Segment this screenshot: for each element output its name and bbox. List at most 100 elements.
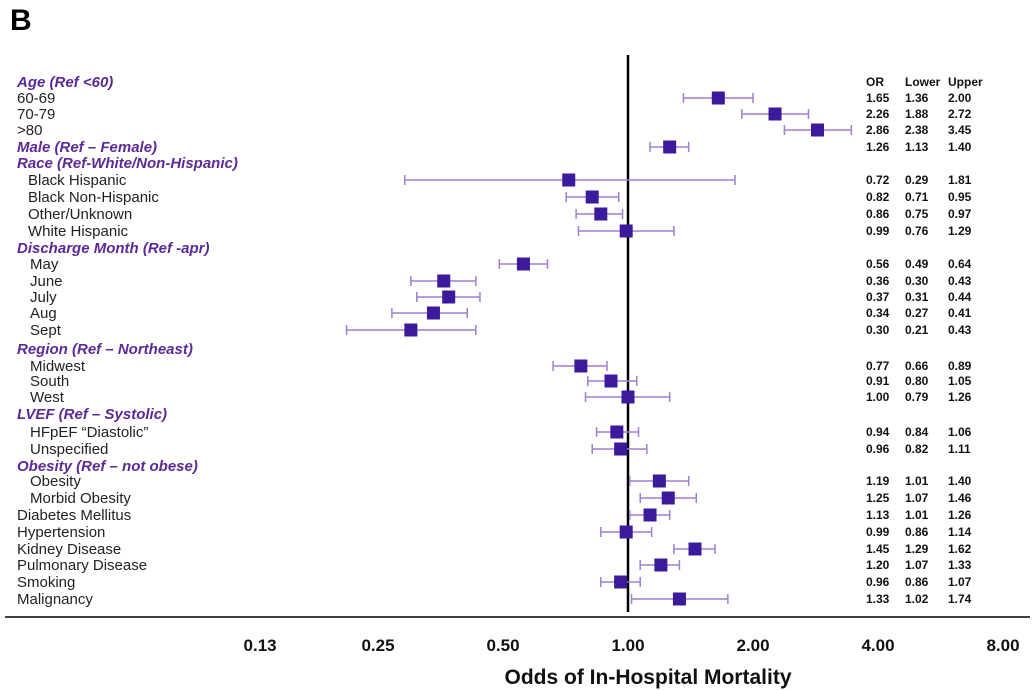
upper-ci-value: 1.07 bbox=[948, 575, 972, 589]
row-label: May bbox=[30, 256, 59, 273]
or-value: 2.86 bbox=[866, 123, 890, 137]
or-value: 0.86 bbox=[866, 207, 890, 221]
upper-ci-value: 0.43 bbox=[948, 323, 972, 337]
upper-ci-value: 0.41 bbox=[948, 306, 972, 320]
or-marker bbox=[614, 442, 628, 456]
or-marker bbox=[614, 575, 628, 589]
lower-ci-value: 1.02 bbox=[905, 592, 929, 606]
row-label: South bbox=[30, 373, 69, 390]
stat-header-lower: Lower bbox=[905, 75, 941, 89]
row-label: Other/Unknown bbox=[28, 206, 132, 223]
lower-ci-value: 2.38 bbox=[905, 123, 929, 137]
or-value: 0.36 bbox=[866, 274, 890, 288]
upper-ci-value: 2.00 bbox=[948, 91, 972, 105]
upper-ci-value: 1.40 bbox=[948, 474, 972, 488]
x-tick-label: 2.00 bbox=[736, 636, 769, 655]
row-label: Pulmonary Disease bbox=[17, 557, 147, 574]
row-label: Midwest bbox=[30, 358, 86, 375]
or-value: 1.33 bbox=[866, 592, 890, 606]
lower-ci-value: 1.01 bbox=[905, 474, 929, 488]
row-label: Obesity bbox=[30, 473, 81, 490]
or-value: 0.82 bbox=[866, 190, 890, 204]
row-label: HFpEF “Diastolic” bbox=[30, 424, 148, 441]
upper-ci-value: 3.45 bbox=[948, 123, 972, 137]
lower-ci-value: 1.88 bbox=[905, 107, 929, 121]
category-label: Race (Ref-White/Non-Hispanic) bbox=[17, 155, 238, 172]
or-marker bbox=[643, 508, 657, 522]
x-tick-label: 0.50 bbox=[486, 636, 519, 655]
row-label: Malignancy bbox=[17, 591, 93, 608]
upper-ci-value: 1.74 bbox=[948, 592, 972, 606]
lower-ci-value: 1.29 bbox=[905, 542, 929, 556]
or-marker bbox=[594, 207, 608, 221]
upper-ci-value: 1.26 bbox=[948, 508, 972, 522]
or-value: 0.99 bbox=[866, 224, 890, 238]
lower-ci-value: 1.07 bbox=[905, 491, 929, 505]
upper-ci-value: 1.05 bbox=[948, 374, 972, 388]
or-marker bbox=[688, 542, 702, 556]
row-label: >80 bbox=[17, 122, 42, 139]
or-value: 2.26 bbox=[866, 107, 890, 121]
or-value: 1.00 bbox=[866, 390, 890, 404]
upper-ci-value: 1.29 bbox=[948, 224, 972, 238]
or-value: 0.96 bbox=[866, 575, 890, 589]
or-value: 0.30 bbox=[866, 323, 890, 337]
upper-ci-value: 1.14 bbox=[948, 525, 972, 539]
row-label: Sept bbox=[30, 322, 62, 339]
stat-header-upper: Upper bbox=[948, 75, 983, 89]
upper-ci-value: 1.46 bbox=[948, 491, 972, 505]
or-value: 0.99 bbox=[866, 525, 890, 539]
upper-ci-value: 1.11 bbox=[948, 442, 971, 456]
or-value: 1.25 bbox=[866, 491, 890, 505]
category-label: LVEF (Ref – Systolic) bbox=[17, 406, 167, 423]
or-marker bbox=[404, 323, 418, 337]
row-label: Aug bbox=[30, 305, 57, 322]
upper-ci-value: 1.26 bbox=[948, 390, 972, 404]
upper-ci-value: 0.44 bbox=[948, 290, 972, 304]
lower-ci-value: 0.31 bbox=[905, 290, 929, 304]
lower-ci-value: 0.21 bbox=[905, 323, 929, 337]
category-label: Discharge Month (Ref -apr) bbox=[17, 240, 210, 257]
row-label: Kidney Disease bbox=[17, 541, 121, 558]
or-marker bbox=[442, 290, 456, 304]
or-marker bbox=[574, 359, 588, 373]
category-label: Obesity (Ref – not obese) bbox=[17, 458, 198, 475]
row-label: Smoking bbox=[17, 574, 75, 591]
or-marker bbox=[585, 190, 599, 204]
row-label: Diabetes Mellitus bbox=[17, 507, 131, 524]
lower-ci-value: 0.86 bbox=[905, 575, 929, 589]
lower-ci-value: 0.49 bbox=[905, 257, 929, 271]
lower-ci-value: 1.07 bbox=[905, 558, 929, 572]
lower-ci-value: 0.30 bbox=[905, 274, 929, 288]
row-label: June bbox=[30, 273, 63, 290]
upper-ci-value: 0.95 bbox=[948, 190, 972, 204]
lower-ci-value: 0.80 bbox=[905, 374, 929, 388]
or-marker bbox=[663, 140, 677, 154]
row-label: Black Hispanic bbox=[28, 172, 127, 189]
or-value: 0.96 bbox=[866, 442, 890, 456]
row-label: July bbox=[30, 289, 57, 306]
x-axis-title: Odds of In-Hospital Mortality bbox=[505, 666, 792, 689]
or-value: 0.77 bbox=[866, 359, 890, 373]
lower-ci-value: 0.29 bbox=[905, 173, 929, 187]
upper-ci-value: 1.33 bbox=[948, 558, 972, 572]
or-value: 0.56 bbox=[866, 257, 890, 271]
or-marker bbox=[516, 257, 530, 271]
row-label: 60-69 bbox=[17, 90, 55, 107]
or-marker bbox=[661, 491, 675, 505]
lower-ci-value: 0.86 bbox=[905, 525, 929, 539]
or-marker bbox=[652, 474, 666, 488]
or-value: 1.13 bbox=[866, 508, 890, 522]
or-value: 1.26 bbox=[866, 140, 890, 154]
or-value: 1.19 bbox=[866, 474, 890, 488]
or-value: 1.20 bbox=[866, 558, 890, 572]
row-label: Black Non-Hispanic bbox=[28, 189, 159, 206]
or-value: 0.94 bbox=[866, 425, 890, 439]
row-label: Hypertension bbox=[17, 524, 105, 541]
or-marker bbox=[562, 173, 576, 187]
x-tick-label: 8.00 bbox=[986, 636, 1019, 655]
x-tick-label: 1.00 bbox=[611, 636, 644, 655]
upper-ci-value: 1.62 bbox=[948, 542, 972, 556]
or-marker bbox=[654, 558, 668, 572]
